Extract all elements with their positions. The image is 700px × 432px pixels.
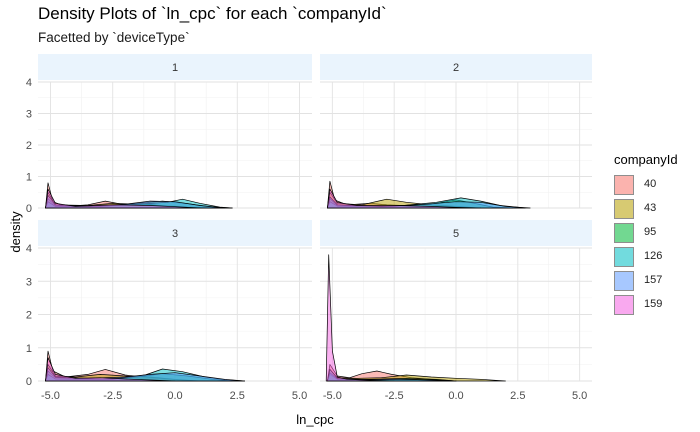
chart-title: Density Plots of `ln_cpc` for each `comp… (38, 4, 387, 23)
x-tick-label: -2.5 (385, 390, 404, 402)
x-tick-label: -2.5 (103, 390, 122, 402)
legend-swatch (614, 271, 634, 291)
x-tick-label: 0.0 (167, 390, 182, 402)
legend-label: 43 (644, 202, 657, 214)
facet-strip-background (38, 220, 312, 246)
facet-strip-background (38, 54, 312, 80)
facet-strip-label: 1 (172, 62, 178, 74)
legend-label: 126 (644, 250, 663, 262)
facet-panel-5: 5 -5.0 -2.5 0.0 2.5 5.0 (320, 220, 592, 402)
legend-label: 40 (644, 178, 657, 190)
density-area-159 (45, 357, 176, 382)
y-tick-label: 3 (26, 109, 32, 121)
x-tick-label: -5.0 (323, 390, 342, 402)
y-tick-label: 0 (26, 376, 32, 388)
y-tick-label: 4 (26, 243, 32, 255)
legend-item-126: 126 (614, 246, 694, 270)
x-tick-label: -5.0 (41, 390, 60, 402)
legend-swatch (614, 199, 634, 219)
facet-strip-background (320, 54, 592, 80)
y-tick-label: 2 (26, 310, 32, 322)
legend-item-95: 95 (614, 222, 694, 246)
legend-item-40: 40 (614, 174, 694, 198)
x-tick-label: 0.0 (448, 390, 463, 402)
legend-item-159: 159 (614, 294, 694, 318)
legend-swatch (614, 175, 634, 195)
legend-label: 159 (644, 298, 663, 310)
x-tick-label: 5.0 (572, 390, 587, 402)
legend-title: companyId (614, 152, 678, 167)
y-tick-label: 0 (26, 203, 32, 215)
chart-subtitle: Facetted by `deviceType` (38, 30, 190, 45)
x-tick-label: 5.0 (292, 390, 307, 402)
y-tick-label: 3 (26, 276, 32, 288)
facet-strip-label: 5 (453, 228, 459, 240)
x-axis-title: ln_cpc (296, 412, 334, 427)
y-tick-label: 4 (26, 77, 32, 89)
legend-swatch (614, 223, 634, 243)
legend-label: 157 (644, 274, 663, 286)
facet-strip-background (320, 220, 592, 246)
facet-strip-label: 2 (453, 62, 459, 74)
y-axis-title: density (8, 211, 23, 253)
facet-panel-3: 3 0 1 2 3 4 -5.0 -2.5 0.0 2.5 5.0 (26, 220, 312, 402)
legend-swatch (614, 247, 634, 267)
legend-item-157: 157 (614, 270, 694, 294)
density-area-159 (45, 188, 201, 209)
y-tick-label: 1 (26, 343, 32, 355)
y-tick-label: 1 (26, 172, 32, 184)
facet-strip-label: 3 (172, 228, 178, 240)
legend-label: 95 (644, 226, 657, 238)
density-area-159 (325, 254, 395, 382)
facet-panel-2: 2 (320, 54, 592, 209)
facet-panel-1: 1 0 1 2 3 4 (26, 54, 312, 215)
x-tick-label: 2.5 (230, 390, 245, 402)
legend-item-43: 43 (614, 198, 694, 222)
y-tick-label: 2 (26, 140, 32, 152)
density-area-159 (327, 188, 482, 209)
x-tick-label: 2.5 (510, 390, 525, 402)
legend-swatch (614, 295, 634, 315)
